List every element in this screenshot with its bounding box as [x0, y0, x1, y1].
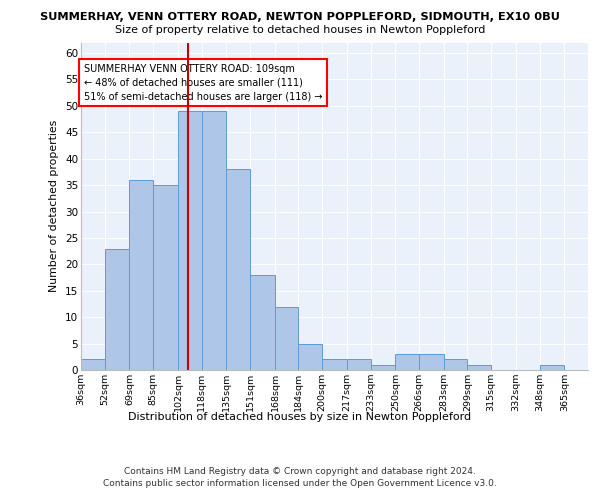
Bar	[539, 364, 565, 370]
Bar	[250, 275, 275, 370]
Bar	[467, 364, 491, 370]
Bar	[104, 248, 130, 370]
Bar	[444, 360, 467, 370]
Bar	[153, 185, 178, 370]
Text: Size of property relative to detached houses in Newton Poppleford: Size of property relative to detached ho…	[115, 25, 485, 35]
Bar	[178, 111, 202, 370]
Text: SUMMERHAY, VENN OTTERY ROAD, NEWTON POPPLEFORD, SIDMOUTH, EX10 0BU: SUMMERHAY, VENN OTTERY ROAD, NEWTON POPP…	[40, 12, 560, 22]
Text: Contains HM Land Registry data © Crown copyright and database right 2024.: Contains HM Land Registry data © Crown c…	[124, 467, 476, 476]
Bar	[202, 111, 226, 370]
Bar	[347, 360, 371, 370]
Bar	[419, 354, 444, 370]
Y-axis label: Number of detached properties: Number of detached properties	[49, 120, 59, 292]
Text: SUMMERHAY VENN OTTERY ROAD: 109sqm
← 48% of detached houses are smaller (111)
51: SUMMERHAY VENN OTTERY ROAD: 109sqm ← 48%…	[84, 64, 322, 102]
Bar	[371, 364, 395, 370]
Bar	[395, 354, 419, 370]
Bar	[130, 180, 153, 370]
Text: Distribution of detached houses by size in Newton Poppleford: Distribution of detached houses by size …	[128, 412, 472, 422]
Bar	[275, 306, 298, 370]
Bar	[81, 360, 104, 370]
Bar	[226, 170, 250, 370]
Text: Contains public sector information licensed under the Open Government Licence v3: Contains public sector information licen…	[103, 478, 497, 488]
Bar	[298, 344, 322, 370]
Bar	[322, 360, 347, 370]
